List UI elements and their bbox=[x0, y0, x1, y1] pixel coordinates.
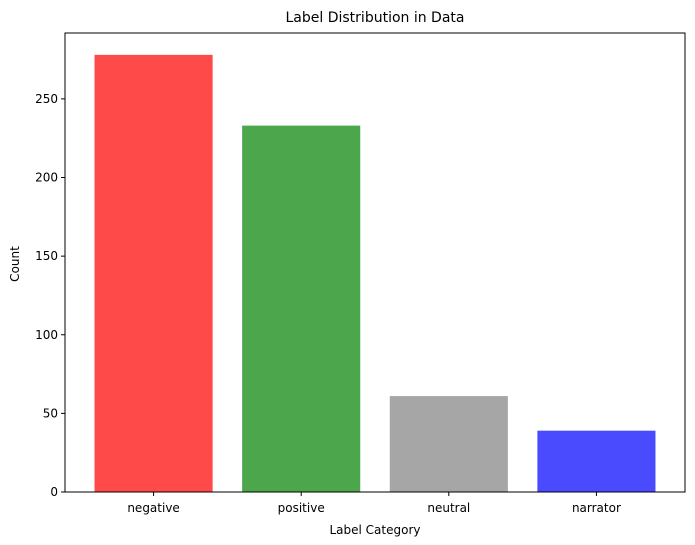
bar-neutral bbox=[389, 396, 508, 492]
bar-narrator bbox=[537, 430, 656, 492]
bar-negative bbox=[94, 54, 213, 492]
y-axis: 0 50 100 150 200 250 bbox=[35, 92, 65, 499]
y-tick-label: 150 bbox=[35, 249, 58, 263]
y-tick-label: 100 bbox=[35, 328, 58, 342]
x-tick-label: narrator bbox=[572, 501, 621, 515]
bars-group bbox=[94, 54, 656, 492]
bar-positive bbox=[242, 125, 361, 492]
x-tick-label: positive bbox=[278, 501, 325, 515]
y-tick-label: 250 bbox=[35, 92, 58, 106]
plot-frame bbox=[64, 32, 686, 493]
y-tick-label: 0 bbox=[50, 485, 58, 499]
x-tick-label: neutral bbox=[427, 501, 470, 515]
y-tick-label: 200 bbox=[35, 171, 58, 185]
x-axis: negative positive neutral narrator bbox=[127, 492, 621, 515]
chart-title: Label Distribution in Data bbox=[286, 10, 465, 26]
y-tick-label: 50 bbox=[43, 406, 58, 420]
y-axis-title: Count bbox=[8, 246, 22, 282]
x-axis-title: Label Category bbox=[329, 523, 420, 537]
x-tick-label: negative bbox=[127, 501, 179, 515]
